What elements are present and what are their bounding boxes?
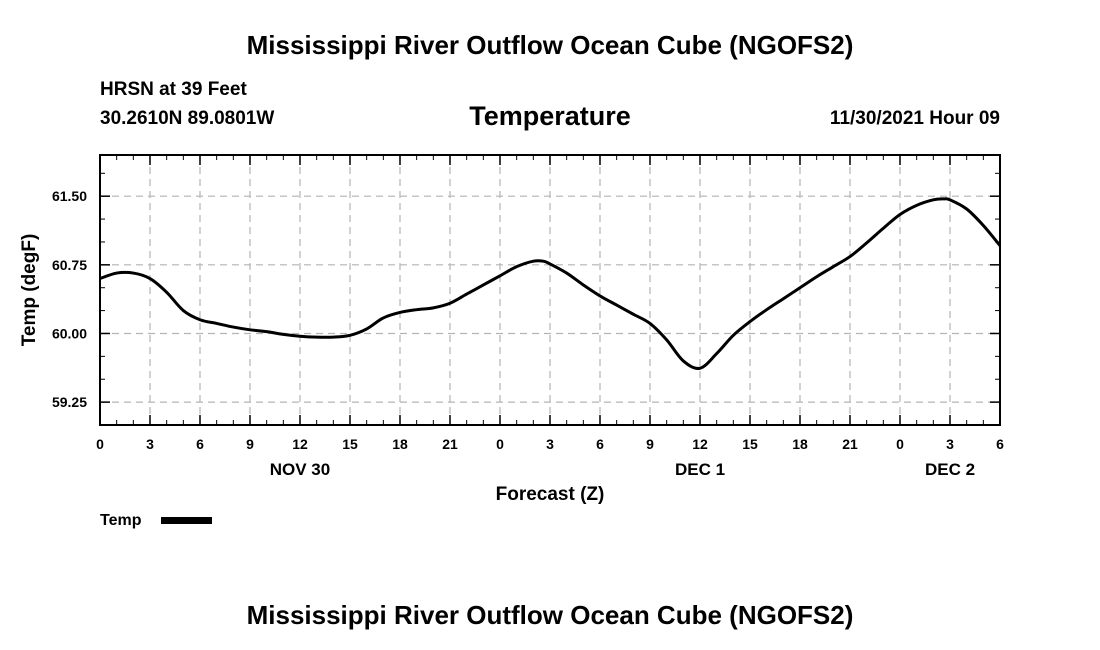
x-tick-label: 0 xyxy=(496,436,504,452)
y-tick-label: 59.25 xyxy=(52,394,87,410)
x-day-label: DEC 2 xyxy=(925,460,975,479)
coordinates-label: 30.2610N 89.0801W xyxy=(100,108,274,129)
y-axis-label: Temp (degF) xyxy=(19,234,40,347)
forecast-datetime: 11/30/2021 Hour 09 xyxy=(830,108,1000,129)
x-tick-label: 6 xyxy=(196,436,204,452)
y-tick-label: 60.00 xyxy=(52,325,87,341)
x-tick-label: 21 xyxy=(842,436,858,452)
chart-title-top: Mississippi River Outflow Ocean Cube (NG… xyxy=(247,30,854,60)
x-axis-label: Forecast (Z) xyxy=(496,484,605,505)
series-layer xyxy=(99,197,1002,370)
legend: Temp xyxy=(100,512,212,529)
x-tick-label: 0 xyxy=(896,436,904,452)
x-tick-label: 6 xyxy=(596,436,604,452)
tick-labels: 0 3 6 9 12 15 18 21 0 3 6 9 12 15 18 21 0 3 6 NOV 30 DEC 1 DE… xyxy=(52,188,1004,479)
chart-subtitle: Temperature xyxy=(469,101,631,131)
x-tick-label: 9 xyxy=(246,436,254,452)
x-day-label: NOV 30 xyxy=(270,460,330,479)
x-day-label: DEC 1 xyxy=(675,460,725,479)
x-tick-label: 3 xyxy=(946,436,954,452)
x-tick-label: 0 xyxy=(96,436,104,452)
x-tick-label: 12 xyxy=(692,436,708,452)
x-tick-label: 18 xyxy=(392,436,408,452)
chart-title-bottom: Mississippi River Outflow Ocean Cube (NG… xyxy=(247,600,854,630)
plot-frame xyxy=(99,154,1001,426)
x-tick-label: 6 xyxy=(996,436,1004,452)
x-tick-label: 3 xyxy=(146,436,154,452)
y-tick-label: 61.50 xyxy=(52,188,87,204)
series-line-temp xyxy=(99,197,1002,370)
legend-swatch xyxy=(161,517,212,524)
legend-label: Temp xyxy=(100,512,142,529)
x-tick-label: 9 xyxy=(646,436,654,452)
x-tick-label: 15 xyxy=(342,436,358,452)
x-tick-label: 21 xyxy=(442,436,458,452)
x-tick-label: 12 xyxy=(292,436,308,452)
grid xyxy=(100,155,1000,425)
x-tick-label: 3 xyxy=(546,436,554,452)
station-label: HRSN at 39 Feet xyxy=(100,79,247,100)
x-tick-label: 18 xyxy=(792,436,808,452)
x-tick-label: 15 xyxy=(742,436,758,452)
y-tick-label: 60.75 xyxy=(52,257,87,273)
